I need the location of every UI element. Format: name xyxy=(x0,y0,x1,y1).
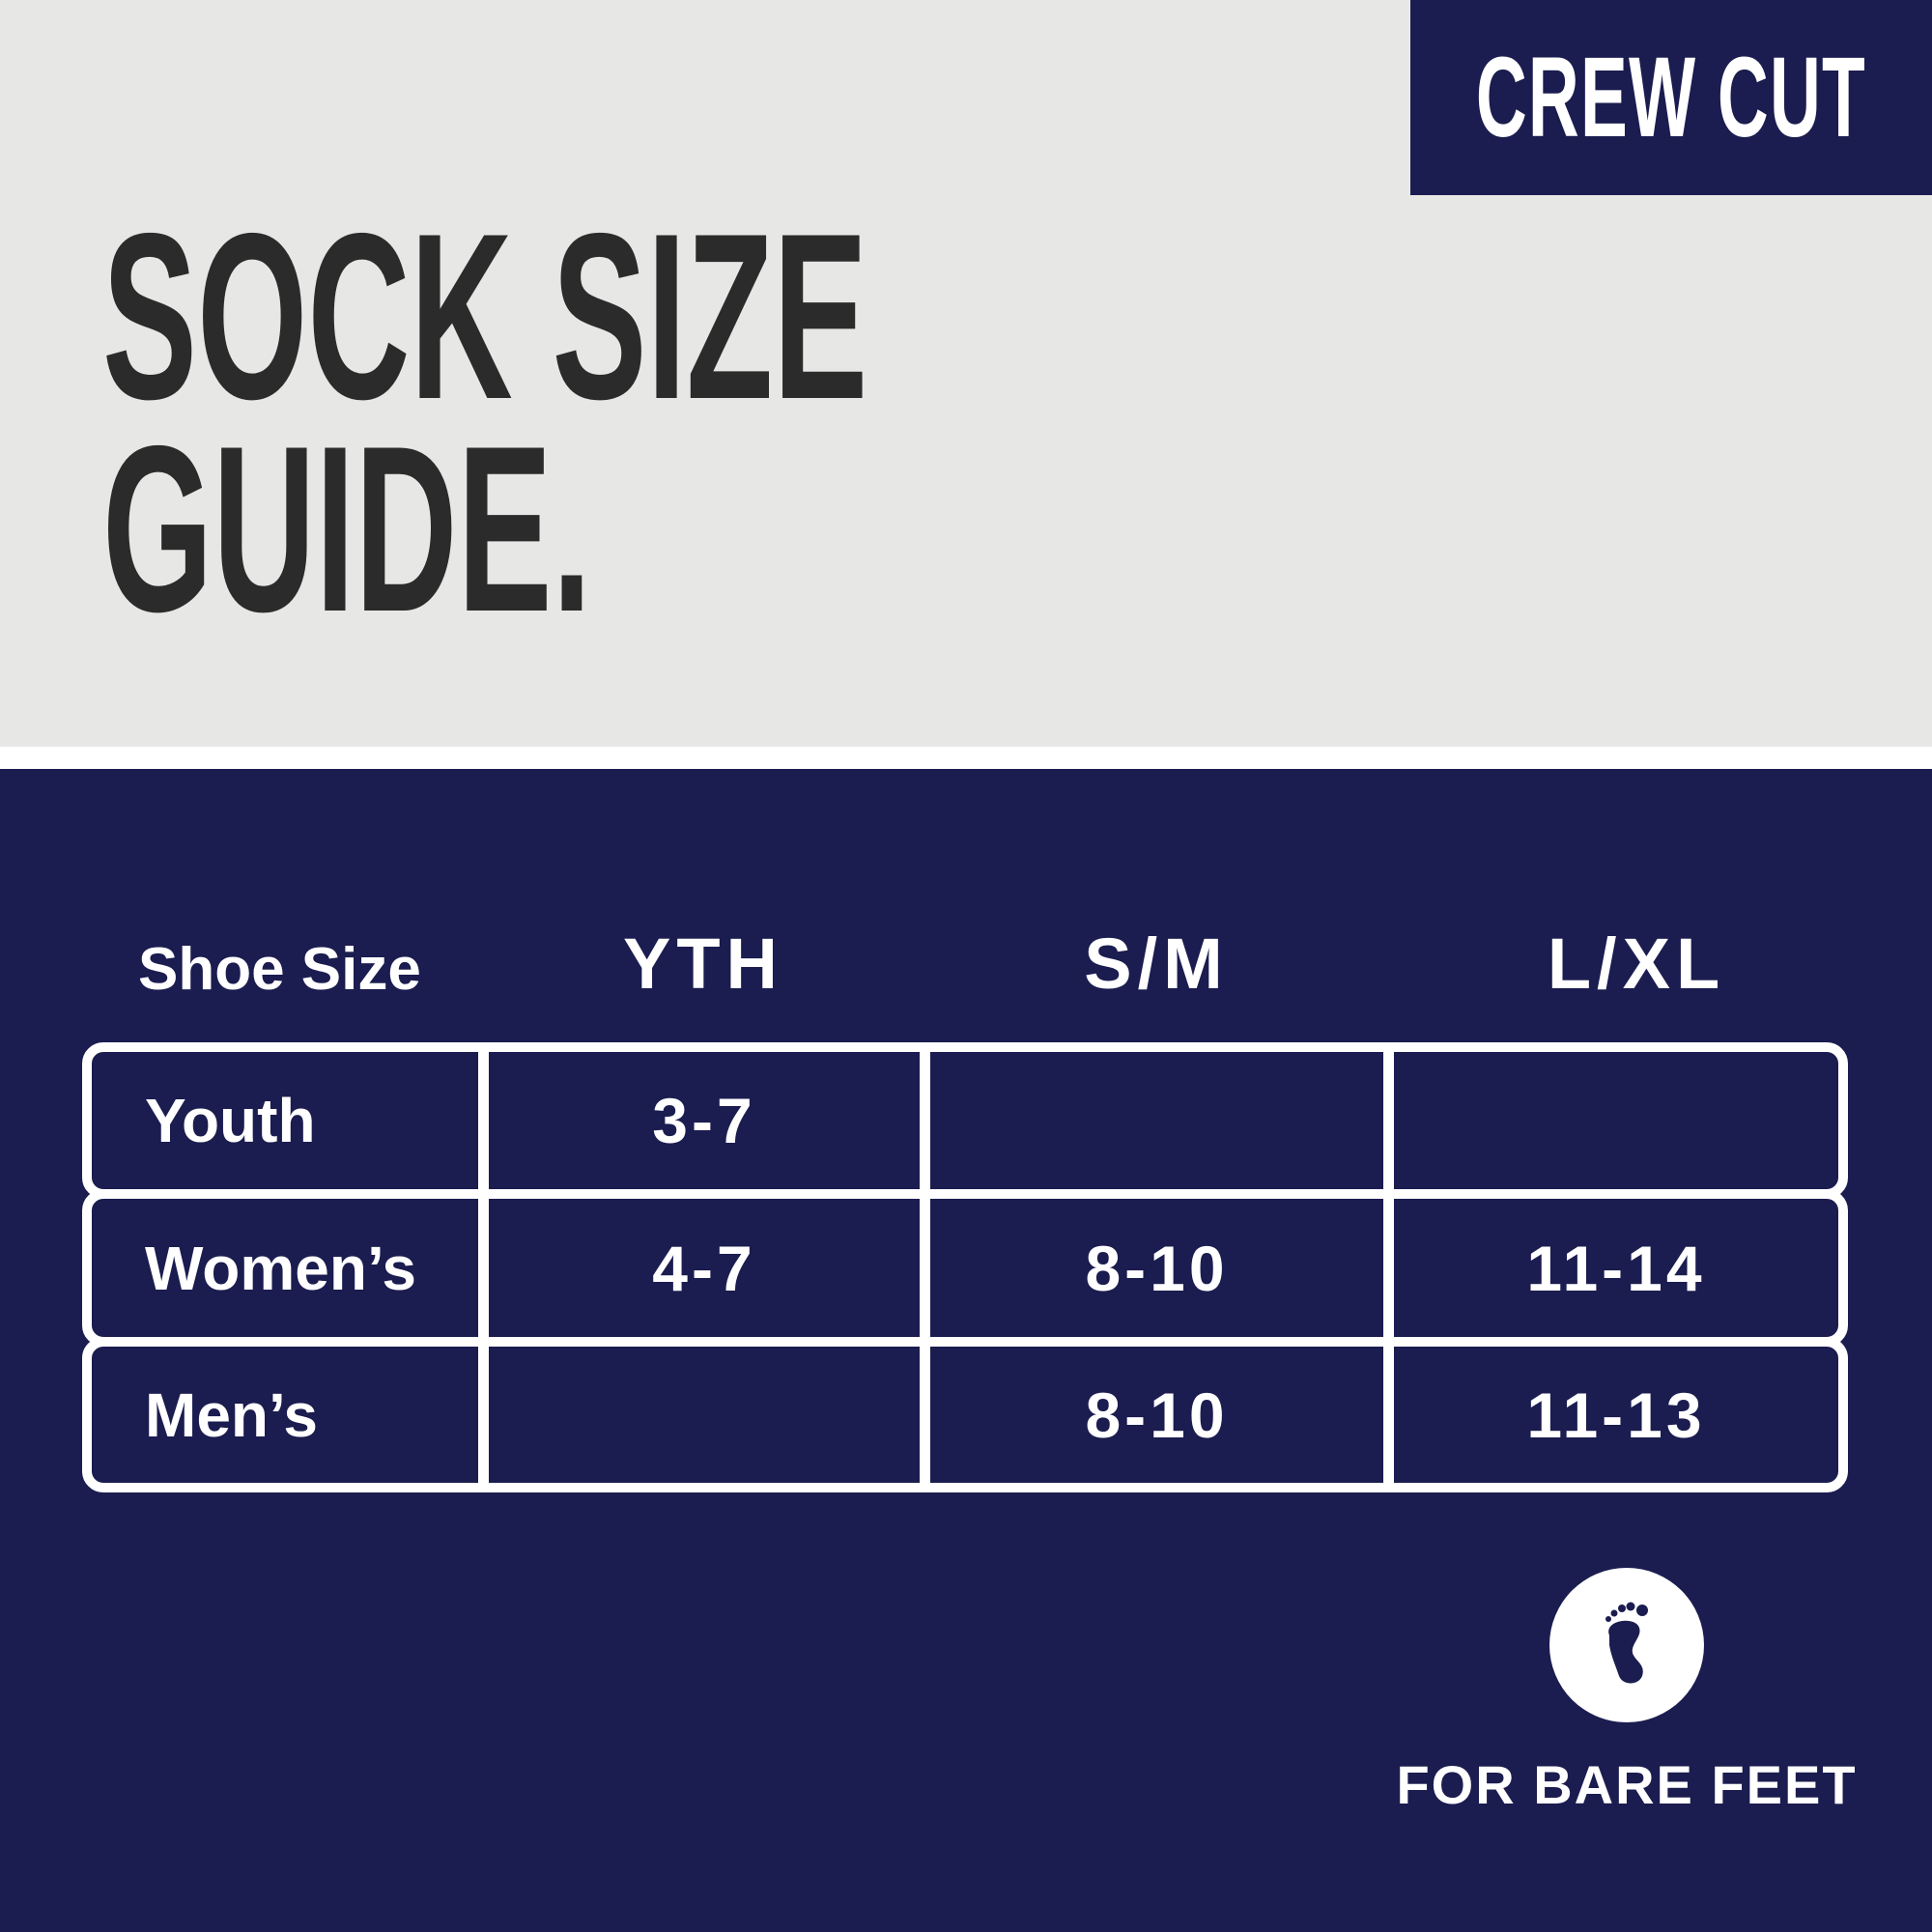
bare-feet-label: FOR BARE FEET xyxy=(1396,1754,1858,1815)
table-row-mens: Men’s 8-10 11-13 xyxy=(82,1337,1848,1492)
page-title-line-2: GUIDE. xyxy=(102,396,592,661)
cell-yth xyxy=(489,1347,920,1483)
row-label: Women’s xyxy=(145,1233,416,1303)
table-row-womens: Women’s 4-7 8-10 11-14 xyxy=(82,1189,1848,1347)
size-panel xyxy=(0,769,1932,1932)
cell-lxl: 11-13 xyxy=(1526,1378,1706,1451)
cell-yth: 3-7 xyxy=(652,1085,756,1156)
row-label: Men’s xyxy=(145,1379,318,1450)
cell-sm xyxy=(930,1052,1383,1189)
cell-sm: 8-10 xyxy=(1085,1232,1229,1304)
cell-yth: 4-7 xyxy=(652,1232,756,1304)
shoe-size-header: Shoe Size xyxy=(138,936,421,1003)
crew-cut-badge: CREW CUT xyxy=(1410,0,1932,195)
cell-lxl: 11-14 xyxy=(1526,1232,1706,1304)
badge-label: CREW CUT xyxy=(1475,34,1867,161)
page-title-line-1: SOCK SIZE xyxy=(102,184,868,448)
column-header-yth: YTH xyxy=(623,923,783,1004)
bare-foot-icon xyxy=(1549,1568,1704,1722)
column-header-sm: S/M xyxy=(1084,923,1229,1004)
table-row-youth: Youth 3-7 xyxy=(82,1042,1848,1199)
column-header-lxl: L/XL xyxy=(1547,923,1726,1004)
cell-lxl xyxy=(1394,1052,1838,1189)
row-label: Youth xyxy=(145,1086,316,1155)
cell-sm: 8-10 xyxy=(1085,1378,1229,1451)
